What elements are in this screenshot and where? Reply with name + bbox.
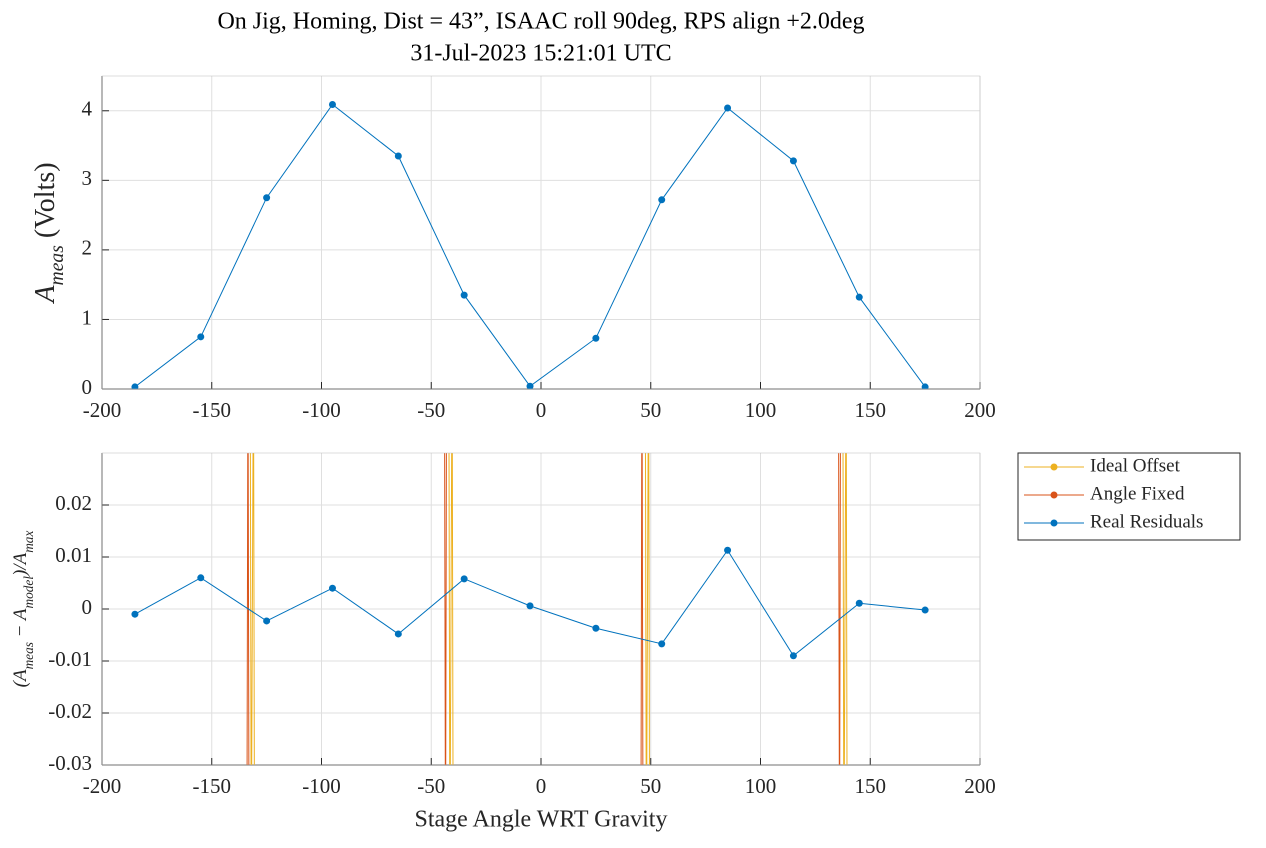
y-axis-label: (Ameas − Amodel)/Amax xyxy=(10,531,35,688)
x-tick-label: 200 xyxy=(964,398,996,422)
legend-label: Ideal Offset xyxy=(1090,455,1181,476)
y-tick-label: 0 xyxy=(82,595,93,619)
marker xyxy=(789,157,797,165)
marker xyxy=(263,194,271,202)
y-axis-label-part: model xyxy=(21,576,36,609)
y-tick-label: 1 xyxy=(82,305,93,329)
marker xyxy=(855,293,863,301)
plot-area xyxy=(131,453,929,765)
marker xyxy=(658,640,666,648)
y-tick-label: 2 xyxy=(82,236,93,260)
marker xyxy=(394,630,402,638)
y-tick-label: 0 xyxy=(82,375,93,399)
marker xyxy=(592,624,600,632)
y-axis-label-part: meas xyxy=(47,245,68,286)
y-tick-label: 0.02 xyxy=(55,491,92,515)
legend-marker xyxy=(1050,519,1058,527)
y-axis-label-part: − A xyxy=(10,608,31,642)
x-tick-label: -50 xyxy=(417,774,445,798)
x-tick-label: -150 xyxy=(193,398,232,422)
y-tick-label: 3 xyxy=(82,166,93,190)
axes-frame xyxy=(101,75,981,390)
marker xyxy=(855,599,863,607)
y-axis-label-part: max xyxy=(21,531,36,553)
y-axis-label-part: (Volts) xyxy=(30,162,61,245)
y-axis-label-part: meas xyxy=(21,642,36,669)
marker xyxy=(460,575,468,583)
x-tick-label: -150 xyxy=(193,774,232,798)
axes-frame xyxy=(101,452,981,766)
marker xyxy=(921,383,929,389)
marker xyxy=(460,291,468,299)
series-line xyxy=(249,453,848,765)
x-tick-label: -100 xyxy=(302,398,341,422)
y-axis-label: Ameas (Volts) xyxy=(30,162,68,304)
x-tick-label: 150 xyxy=(855,774,887,798)
marker xyxy=(724,104,732,112)
marker xyxy=(328,101,336,109)
y-tick-label: 0.01 xyxy=(55,543,92,567)
x-tick-label: 100 xyxy=(745,398,777,422)
x-axis-label: Stage Angle WRT Gravity xyxy=(415,807,668,833)
legend-marker xyxy=(1050,463,1058,471)
marker xyxy=(197,333,205,341)
marker xyxy=(921,606,929,614)
x-tick-label: -50 xyxy=(417,398,445,422)
x-tick-label: 0 xyxy=(536,774,547,798)
y-tick-label: 4 xyxy=(82,97,93,121)
y-axis-label-part: )/A xyxy=(10,552,31,577)
x-tick-label: -100 xyxy=(302,774,341,798)
legend-label: Real Residuals xyxy=(1090,511,1203,532)
x-tick-label: 0 xyxy=(536,398,547,422)
marker xyxy=(724,546,732,554)
marker xyxy=(526,602,534,610)
marker xyxy=(263,617,271,625)
x-tick-label: 150 xyxy=(855,398,887,422)
y-tick-label: -0.01 xyxy=(48,647,92,671)
marker xyxy=(526,382,534,389)
x-tick-label: 100 xyxy=(745,774,777,798)
marker xyxy=(131,383,139,389)
x-tick-label: -200 xyxy=(83,774,122,798)
chart-subtitle: 31-Jul-2023 15:21:01 UTC xyxy=(410,41,671,67)
y-axis-label-part: A xyxy=(30,285,61,305)
legend-label: Angle Fixed xyxy=(1090,483,1185,504)
chart-title: On Jig, Homing, Dist = 43”, ISAAC roll 9… xyxy=(217,9,864,35)
plot-area xyxy=(131,101,929,389)
x-tick-label: -200 xyxy=(83,398,122,422)
marker xyxy=(131,610,139,618)
marker xyxy=(197,574,205,582)
legend-marker xyxy=(1050,491,1058,499)
y-tick-label: -0.03 xyxy=(48,751,92,775)
y-axis-label-part: (A xyxy=(10,669,31,687)
marker xyxy=(328,584,336,592)
y-tick-label: -0.02 xyxy=(48,699,92,723)
marker xyxy=(394,152,402,160)
marker xyxy=(592,334,600,342)
x-tick-label: 50 xyxy=(640,774,661,798)
marker xyxy=(789,652,797,660)
marker xyxy=(658,196,666,204)
x-tick-label: 50 xyxy=(640,398,661,422)
x-tick-label: 200 xyxy=(964,774,996,798)
